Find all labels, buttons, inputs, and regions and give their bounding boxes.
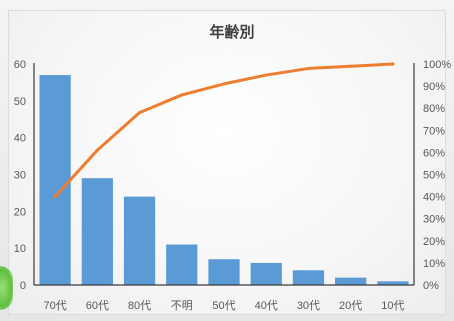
y2-tick-label: 10%: [423, 258, 445, 270]
cumulative-point-70代: [53, 195, 57, 199]
chart-title: 年齢別: [209, 23, 254, 41]
y2-tick-label: 20%: [423, 236, 445, 248]
x-tick-label: 20代: [339, 299, 362, 312]
y-tick-label: 20: [14, 206, 26, 218]
y2-tick-label: 60%: [423, 147, 445, 159]
y-tick-label: 0: [20, 280, 26, 292]
x-tick-label: 60代: [86, 299, 109, 312]
cumulative-point-10代: [391, 62, 395, 66]
y2-tick-label: 70%: [423, 125, 445, 137]
y-axis-ticks: 0 10 20 30 40 50 60: [14, 59, 26, 292]
y2-tick-label: 0%: [423, 280, 439, 292]
cumulative-line-group: [53, 62, 395, 199]
y2-tick-label: 100%: [423, 59, 451, 71]
cumulative-point-不明: [180, 93, 184, 97]
bar-30代: [292, 270, 325, 285]
bar-70代: [39, 75, 71, 285]
x-tick-label: 30代: [297, 299, 320, 312]
y2-tick-label: 40%: [423, 192, 445, 204]
cumulative-point-40代: [264, 73, 268, 77]
x-tick-label: 70代: [43, 299, 66, 312]
cumulative-point-60代: [95, 148, 99, 152]
bar-不明: [166, 244, 198, 285]
bar-40代: [250, 262, 282, 285]
bar-10代: [377, 281, 409, 285]
y-tick-label: 30: [14, 170, 26, 182]
axes-group: [33, 63, 415, 286]
bar-20代: [335, 277, 367, 285]
y-tick-label: 50: [14, 96, 26, 108]
cumulative-point-50代: [222, 82, 226, 86]
y-tick-label: 40: [14, 133, 26, 145]
cumulative-point-30代: [306, 66, 311, 71]
y2-tick-label: 80%: [423, 103, 445, 115]
cumulative-point-80代: [137, 111, 142, 115]
x-tick-label: 50代: [212, 299, 235, 312]
y-tick-label: 10: [14, 243, 26, 255]
x-tick-label: 10代: [381, 299, 404, 312]
x-tick-label: 不明: [171, 299, 193, 312]
bars-group: [39, 75, 409, 285]
x-tick-label: 40代: [255, 299, 278, 312]
y2-tick-label: 30%: [423, 214, 445, 226]
bar-80代: [123, 196, 156, 285]
bar-60代: [81, 178, 113, 285]
green-decoration: [0, 266, 13, 310]
y2-tick-label: 50%: [423, 170, 445, 182]
y2-axis-ticks: 0% 10% 20% 30% 40% 50% 60% 70% 80% 90% 100%: [423, 59, 451, 292]
cumulative-point-20代: [349, 64, 353, 68]
x-axis-ticks: 70代 60代 80代 不明 50代 40代 30代 20代 10代: [43, 299, 404, 312]
y2-tick-label: 90%: [423, 81, 445, 93]
bar-50代: [208, 259, 240, 285]
x-tick-label: 80代: [128, 299, 151, 312]
y-tick-label: 60: [14, 59, 26, 71]
